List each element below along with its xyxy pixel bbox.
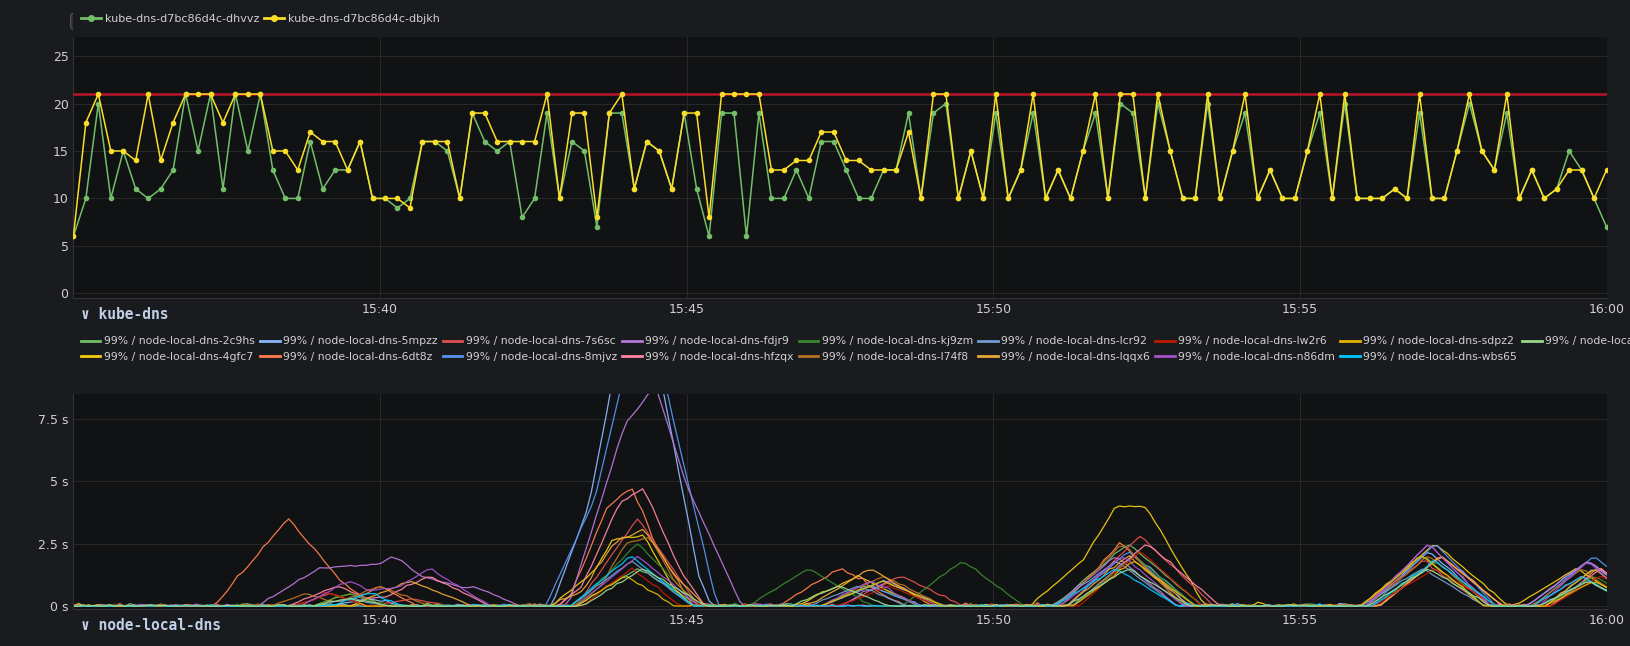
Text: ∨ node-local-dns: ∨ node-local-dns	[82, 618, 222, 633]
Text: dnsmasq processes: dnsmasq processes	[764, 19, 914, 34]
Text: i: i	[73, 16, 77, 26]
Text: Responses (duration) by pod: Responses (duration) by pod	[730, 377, 949, 392]
Text: ∨ kube-dns: ∨ kube-dns	[82, 307, 168, 322]
Legend: 99% / node-local-dns-2c9hs, 99% / node-local-dns-4gfc7, 99% / node-local-dns-5mp: 99% / node-local-dns-2c9hs, 99% / node-l…	[78, 334, 1630, 364]
Legend: kube-dns-d7bc86d4c-dhvvz, kube-dns-d7bc86d4c-dbjkh: kube-dns-d7bc86d4c-dhvvz, kube-dns-d7bc8…	[78, 12, 442, 26]
